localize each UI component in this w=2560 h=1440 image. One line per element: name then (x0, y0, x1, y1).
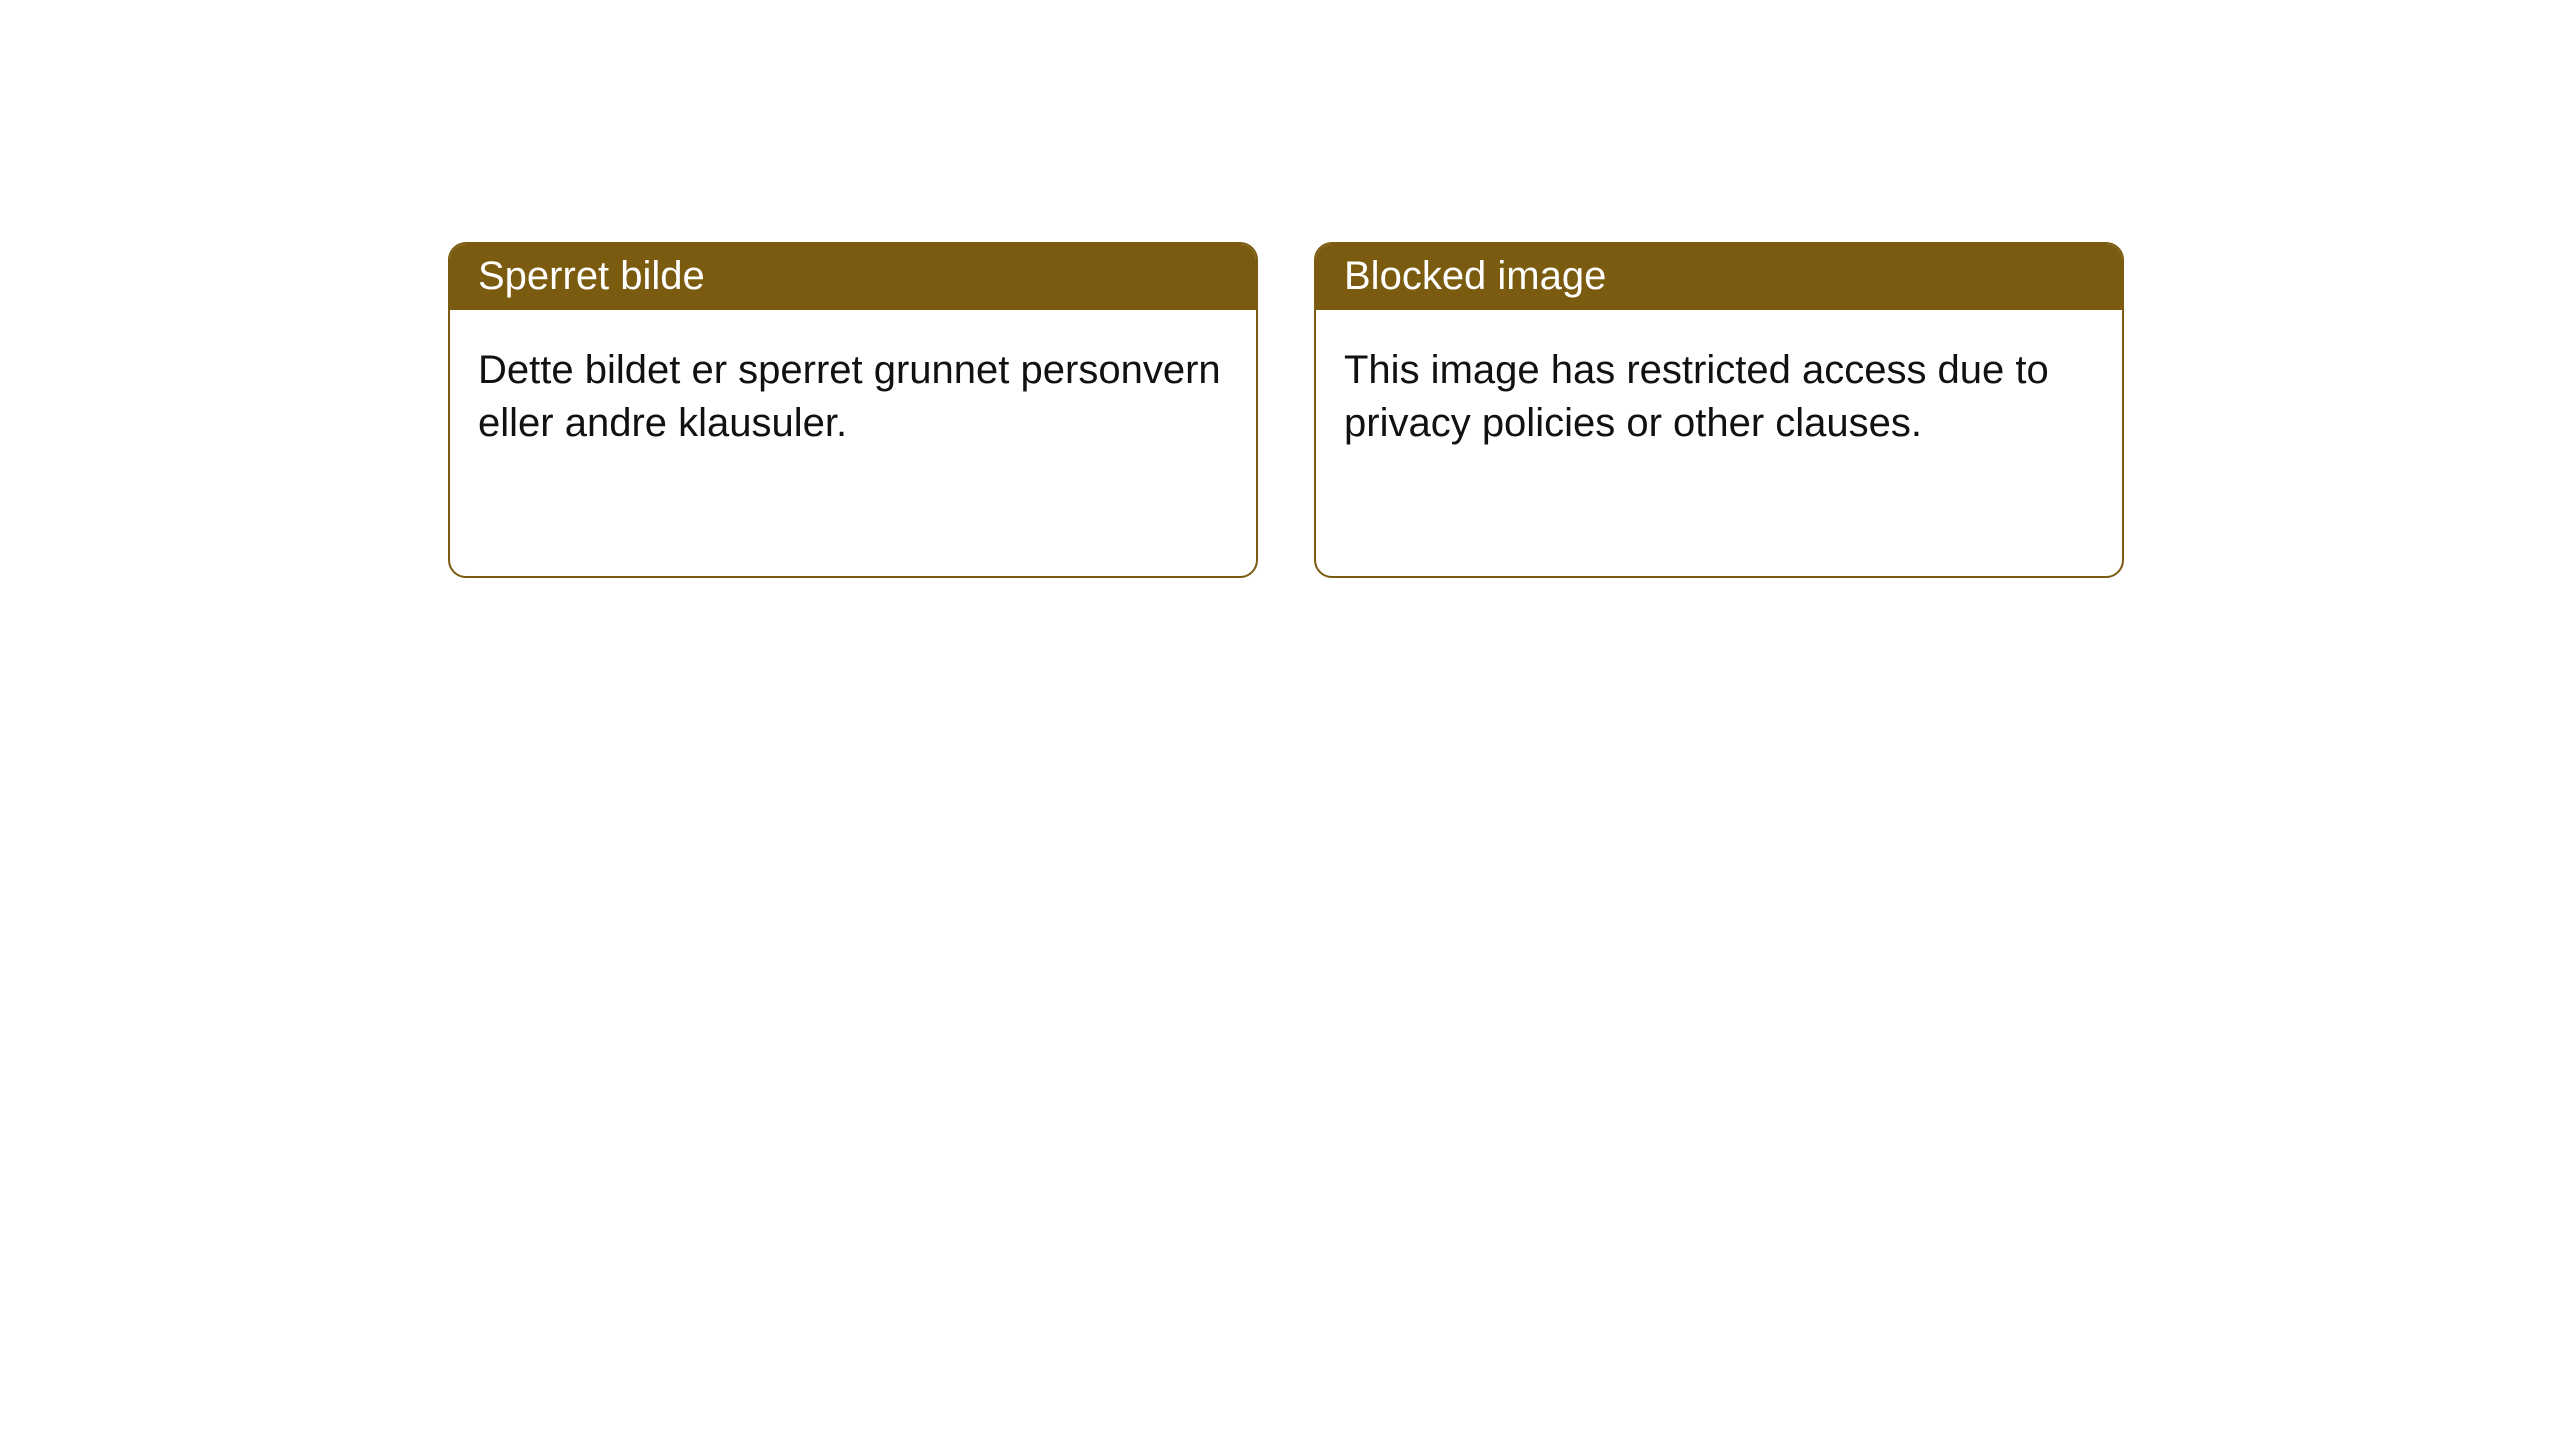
notice-title-en: Blocked image (1316, 244, 2122, 310)
notice-body-en: This image has restricted access due to … (1316, 310, 2122, 484)
notice-body-no: Dette bildet er sperret grunnet personve… (450, 310, 1256, 484)
notice-container: Sperret bilde Dette bildet er sperret gr… (0, 0, 2560, 578)
notice-title-no: Sperret bilde (450, 244, 1256, 310)
notice-card-no: Sperret bilde Dette bildet er sperret gr… (448, 242, 1258, 578)
notice-card-en: Blocked image This image has restricted … (1314, 242, 2124, 578)
